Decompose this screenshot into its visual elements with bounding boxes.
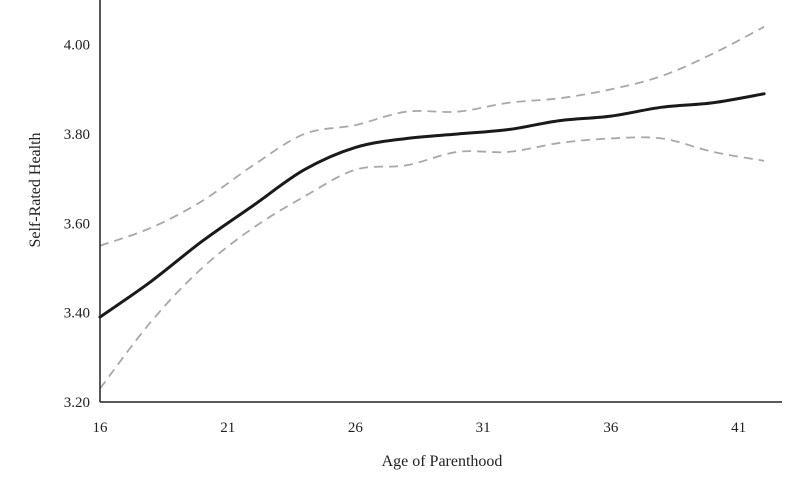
series-line-estimate [98,92,766,319]
x-axis-title: Age of Parenthood [382,453,503,470]
data-point-estimate-3 [251,203,255,207]
data-point-upper-ci-8 [507,101,511,105]
data-point-upper-ci-9 [558,96,562,100]
x-tick-label: 16 [93,420,109,436]
x-tick-label: 36 [603,420,619,436]
data-point-lower-ci-7 [456,150,460,154]
data-point-upper-ci-11 [660,74,664,78]
y-axis-title: Self-Rated Health [27,132,44,247]
data-point-upper-ci-10 [609,87,613,91]
data-point-lower-ci-1 [149,320,153,324]
series-line-upper-ci [99,26,765,247]
data-point-lower-ci-9 [558,141,562,145]
data-point-upper-ci-5 [353,123,357,127]
data-point-lower-ci-5 [353,168,357,172]
data-point-lower-ci-10 [609,136,613,140]
data-point-upper-ci-7 [456,110,460,114]
data-point-estimate-4 [302,168,306,172]
tick-labels: 16 21 26 31 36 41 3.20 3.40 3.60 3.80 4.00 [64,38,746,436]
data-point-lower-ci-13 [762,159,766,163]
data-point-estimate-10 [609,114,613,118]
axes [99,0,782,403]
data-point-lower-ci-11 [660,136,664,140]
data-point-estimate-6 [405,136,409,140]
data-point-upper-ci-12 [711,52,715,56]
data-point-upper-ci-1 [149,226,153,230]
data-point-lower-ci-8 [507,150,511,154]
data-point-upper-ci-13 [762,25,766,29]
data-point-lower-ci-3 [251,226,255,230]
data-point-estimate-9 [558,119,562,123]
y-tick-label: 3.80 [64,127,90,143]
data-point-upper-ci-2 [200,199,204,203]
x-tick-label: 41 [731,420,746,436]
data-point-lower-ci-12 [711,150,715,154]
y-tick-label: 3.40 [64,306,90,322]
data-point-estimate-13 [762,92,766,96]
data-point-upper-ci-3 [251,163,255,167]
data-point-estimate-7 [456,132,460,136]
y-tick-label: 3.20 [64,395,90,411]
data-point-upper-ci-4 [302,132,306,136]
series-line-lower-ci [99,136,765,390]
y-tick-label: 4.00 [64,38,90,54]
data-point-estimate-8 [507,128,511,132]
x-tick-label: 26 [348,420,364,436]
data-point-estimate-11 [660,105,664,109]
data-point-upper-ci-6 [405,110,409,114]
data-point-lower-ci-4 [302,195,306,199]
data-point-estimate-2 [200,239,204,243]
y-tick-label: 3.60 [64,216,90,232]
x-tick-label: 31 [476,420,491,436]
data-point-lower-ci-6 [405,163,409,167]
x-tick-label: 21 [220,420,235,436]
data-point-lower-ci-2 [200,266,204,270]
data-point-estimate-1 [149,279,153,283]
plot-area [98,25,766,390]
data-point-estimate-12 [711,101,715,105]
data-point-estimate-5 [353,145,357,149]
